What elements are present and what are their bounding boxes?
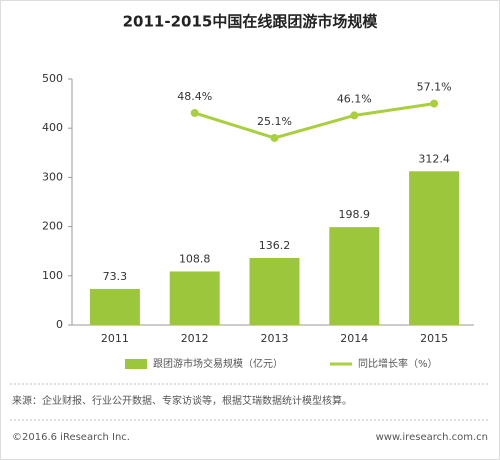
x-tick-label: 2014 [340, 332, 368, 345]
x-tick-label: 2011 [101, 332, 129, 345]
line-point [270, 133, 279, 142]
line [194, 102, 435, 140]
x-tick-label: 2013 [261, 332, 289, 345]
copyright: ©2016.6 iResearch Inc. [12, 432, 130, 443]
data-label: 198.9 [339, 208, 371, 221]
y-tick-label: 500 [42, 72, 63, 85]
chart-title: 2011-2015中国在线跟团游市场规模 [123, 13, 379, 31]
y-tick-label: 0 [56, 318, 63, 331]
bar [249, 257, 300, 325]
y-tick-label: 300 [42, 170, 63, 183]
source-note: 来源：企业财报、行业公开数据、专家访谈等，根据艾瑞数据统计模型核算。 [12, 394, 352, 407]
data-label: 25.1% [257, 115, 292, 128]
legend-swatch [125, 359, 147, 369]
x-tick-label: 2012 [181, 332, 209, 345]
data-label: 73.3 [103, 270, 128, 283]
bar [169, 271, 220, 325]
data-label: 312.4 [418, 152, 450, 165]
line-point [430, 99, 439, 108]
x-tick-label: 2015 [420, 332, 448, 345]
legend-label: 同比增长率（%） [358, 357, 438, 370]
data-label: 46.1% [337, 92, 372, 105]
data-label: 108.8 [179, 252, 211, 265]
data-label: 57.1% [417, 81, 452, 94]
legend-label: 跟团游市场交易规模（亿元） [153, 357, 283, 370]
y-tick-label: 200 [42, 220, 63, 233]
data-label: 48.4% [177, 90, 212, 103]
data-label: 136.2 [259, 239, 291, 252]
line-point [190, 108, 199, 117]
bar [89, 288, 140, 325]
bar [409, 171, 460, 325]
y-tick-label: 400 [42, 121, 63, 134]
bar [329, 227, 380, 325]
website: www.iresearch.com.cn [376, 432, 488, 443]
y-tick-label: 100 [42, 269, 63, 282]
line-point [350, 111, 359, 120]
